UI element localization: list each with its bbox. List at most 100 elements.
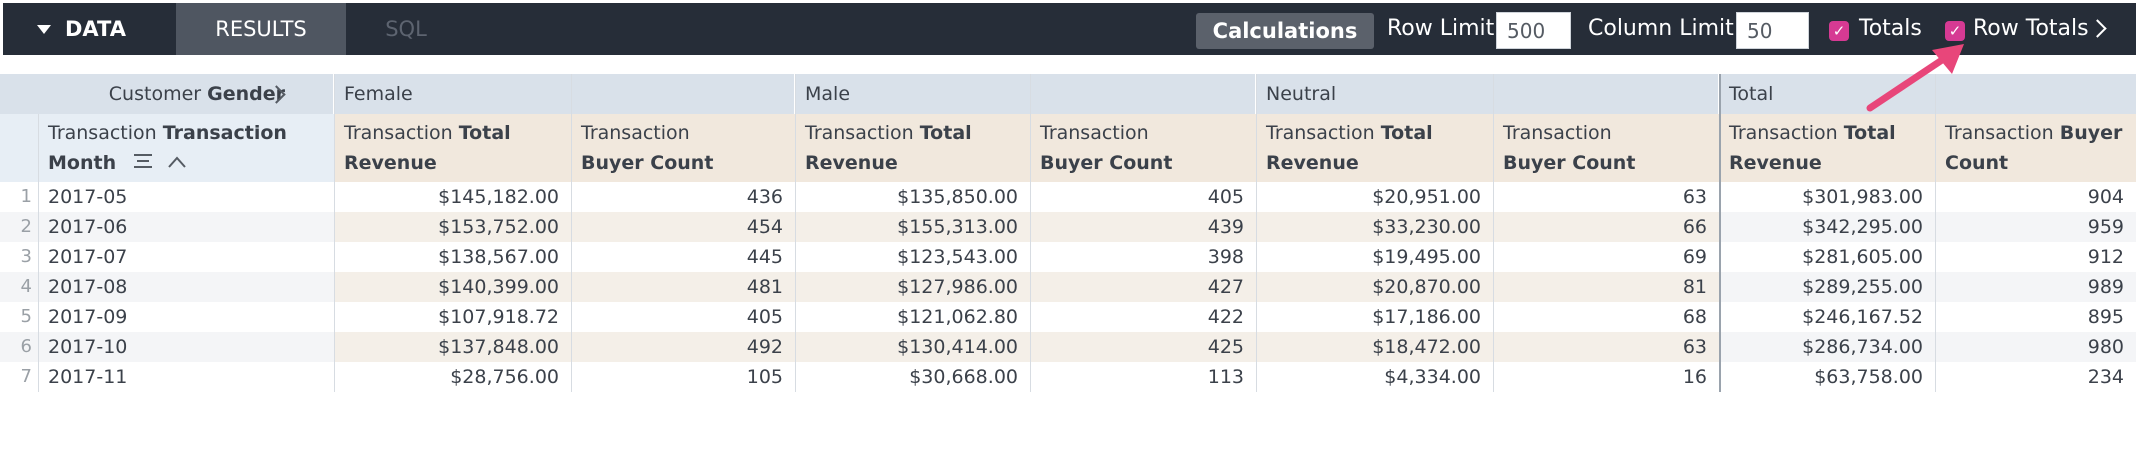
header-prefix: Transaction (1266, 122, 1375, 144)
caret-down-icon (37, 25, 51, 34)
header-field: Total (1380, 122, 1433, 144)
column-header-measure[interactable]: Transaction Total Revenue (1719, 114, 1935, 182)
table-cell: $153,752.00 (334, 212, 571, 242)
column-divider (334, 74, 335, 392)
table-cell: 895 (1935, 302, 2136, 332)
table-cell: $145,182.00 (334, 182, 571, 212)
table-cell: $20,951.00 (1256, 182, 1493, 212)
table-cell: 66 (1493, 212, 1719, 242)
table-cell: $286,734.00 (1719, 332, 1935, 362)
header-field: Buyer Count (1503, 152, 1636, 174)
table-cell-month: 2017-05 (38, 182, 334, 212)
table-cell: $301,983.00 (1719, 182, 1935, 212)
table-cell: 63 (1493, 332, 1719, 362)
table-cell: $28,756.00 (334, 362, 571, 392)
table-cell: 904 (1935, 182, 2136, 212)
table-cell: 69 (1493, 242, 1719, 272)
totals-checkbox[interactable]: ✓ (1829, 21, 1849, 41)
table-cell: 68 (1493, 302, 1719, 332)
table-cell: 234 (1935, 362, 2136, 392)
table-cell: 405 (571, 302, 795, 332)
row-number: 7 (0, 362, 38, 392)
table-cell-month: 2017-09 (38, 302, 334, 332)
table-cell: $123,543.00 (795, 242, 1030, 272)
data-label: DATA (65, 17, 127, 41)
header-field-cont: Revenue (1729, 152, 1822, 174)
table-cell: 63 (1493, 182, 1719, 212)
table-cell: 454 (571, 212, 795, 242)
tab-sql[interactable]: SQL (385, 17, 427, 41)
table-cell: 427 (1030, 272, 1256, 302)
chevron-right-icon[interactable] (2088, 19, 2107, 38)
sort-ascending-icon[interactable] (166, 149, 188, 179)
row-number: 2 (0, 212, 38, 242)
tab-results[interactable]: RESULTS (176, 3, 346, 55)
header-field: Buyer (2059, 122, 2123, 144)
header-field: Total (1843, 122, 1896, 144)
header-field: Buyer Count (1040, 152, 1173, 174)
column-header-measure[interactable]: Transaction Buyer Count (571, 114, 795, 182)
header-prefix: Transaction (805, 122, 914, 144)
data-section-toggle[interactable]: DATA (3, 3, 176, 55)
table-cell-month: 2017-10 (38, 332, 334, 362)
table-cell: 425 (1030, 332, 1256, 362)
column-header-transaction-month[interactable]: Transaction Transaction Month (38, 114, 334, 182)
column-divider (1935, 74, 1936, 392)
table-cell: $130,414.00 (795, 332, 1030, 362)
table-cell-month: 2017-11 (38, 362, 334, 392)
column-divider (795, 74, 796, 392)
column-header-measure[interactable]: Transaction Buyer Count (1030, 114, 1256, 182)
header-prefix: Transaction (1729, 122, 1838, 144)
table-cell: 492 (571, 332, 795, 362)
pivot-field-header[interactable]: Customer Gender (0, 74, 333, 114)
table-cell: $121,062.80 (795, 302, 1030, 332)
column-header-measure[interactable]: Transaction Total Revenue (1256, 114, 1493, 182)
header-field: Total (458, 122, 511, 144)
column-limit-input[interactable] (1736, 12, 1809, 49)
header-field-cont: Count (1945, 152, 2009, 174)
pivot-group-female: Female (334, 74, 794, 114)
pivot-field-name: Gender (207, 83, 285, 105)
table-cell: 398 (1030, 242, 1256, 272)
header-prefix: Transaction (1945, 122, 2054, 144)
table-cell: $155,313.00 (795, 212, 1030, 242)
column-divider (571, 74, 572, 392)
table-cell: $342,295.00 (1719, 212, 1935, 242)
pivot-group-total: Total (1719, 74, 2136, 114)
table-cell: $18,472.00 (1256, 332, 1493, 362)
table-cell: $30,668.00 (795, 362, 1030, 392)
row-limit-input[interactable] (1496, 12, 1571, 49)
table-cell: 439 (1030, 212, 1256, 242)
column-divider (1256, 74, 1257, 392)
totals-label: Totals (1859, 16, 1922, 41)
table-cell: 445 (571, 242, 795, 272)
filter-lines-icon[interactable] (132, 149, 154, 179)
calculations-button[interactable]: Calculations (1196, 13, 1374, 49)
table-cell: 113 (1030, 362, 1256, 392)
header-field: Total (919, 122, 972, 144)
table-cell: $135,850.00 (795, 182, 1030, 212)
table-cell: $138,567.00 (334, 242, 571, 272)
row-number: 1 (0, 182, 38, 212)
column-limit-label: Column Limit (1588, 16, 1734, 41)
column-divider (38, 114, 39, 392)
column-header-measure[interactable]: Transaction Buyer Count (1493, 114, 1719, 182)
column-divider (1030, 74, 1031, 392)
table-cell: $33,230.00 (1256, 212, 1493, 242)
header-field-cont: Revenue (805, 152, 898, 174)
table-cell: $281,605.00 (1719, 242, 1935, 272)
column-header-measure[interactable]: Transaction Total Revenue (795, 114, 1030, 182)
column-header-measure[interactable]: Transaction Total Revenue (334, 114, 571, 182)
pivot-group-male: Male (795, 74, 1255, 114)
row-totals-checkbox[interactable]: ✓ (1945, 21, 1965, 41)
row-number: 6 (0, 332, 38, 362)
column-header-measure[interactable]: Transaction Buyer Count (1935, 114, 2136, 182)
annotation-arrow-icon (1866, 44, 1964, 112)
table-cell: 989 (1935, 272, 2136, 302)
header-prefix: Transaction (344, 122, 453, 144)
table-cell: 16 (1493, 362, 1719, 392)
header-prefix: Transaction (581, 122, 690, 144)
header-field-cont: Month (48, 152, 117, 174)
row-number-header (0, 114, 38, 182)
table-cell: 436 (571, 182, 795, 212)
